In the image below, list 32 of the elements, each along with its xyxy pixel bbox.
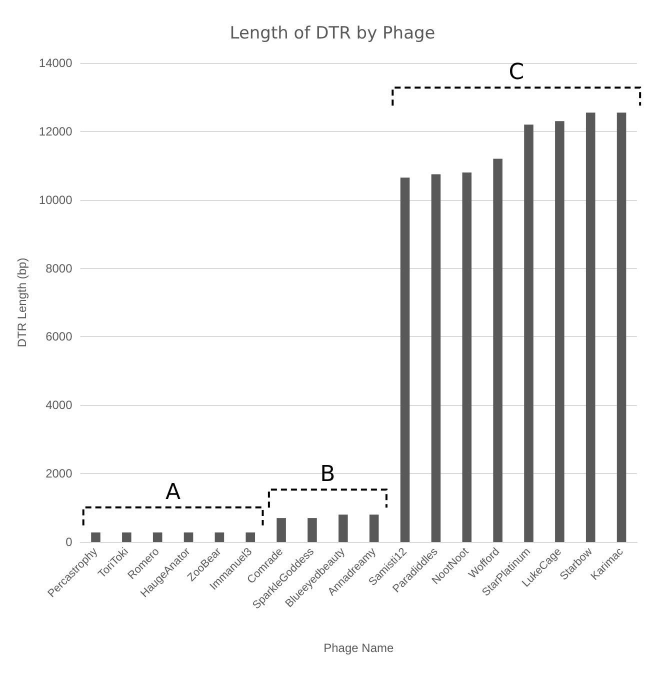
- chart-title: Length of DTR by Phage: [230, 24, 436, 44]
- bar: [431, 174, 441, 542]
- bar: [400, 178, 410, 542]
- y-axis-title: DTR Length (bp): [15, 258, 29, 348]
- annotation: A: [166, 480, 181, 505]
- bar: [308, 518, 317, 542]
- bar: [184, 532, 194, 542]
- y-tick-label: 10000: [38, 192, 73, 207]
- annotation: C: [508, 60, 524, 86]
- bar: [338, 514, 348, 542]
- annotation: B: [320, 462, 336, 488]
- bar: [91, 532, 100, 542]
- bar: [369, 514, 379, 542]
- bar: [524, 124, 534, 542]
- bar: [616, 112, 626, 542]
- y-tick-label: 12000: [38, 124, 73, 138]
- bar: [276, 518, 286, 542]
- y-tick-label: 6000: [46, 330, 73, 344]
- bar: [246, 532, 256, 542]
- bar: [586, 112, 596, 542]
- bar: [555, 121, 564, 542]
- bar: [152, 532, 162, 542]
- bar: [214, 532, 224, 542]
- y-tick-label: 14000: [38, 56, 73, 70]
- y-tick-label: 4000: [46, 398, 73, 412]
- x-axis-title: Phage Name: [324, 641, 394, 655]
- bar: [493, 158, 502, 542]
- y-tick-label: 0: [66, 535, 73, 549]
- y-tick-label: 8000: [46, 261, 73, 276]
- y-tick-label: 2000: [46, 466, 73, 481]
- bar: [462, 172, 472, 542]
- bar: [122, 532, 132, 542]
